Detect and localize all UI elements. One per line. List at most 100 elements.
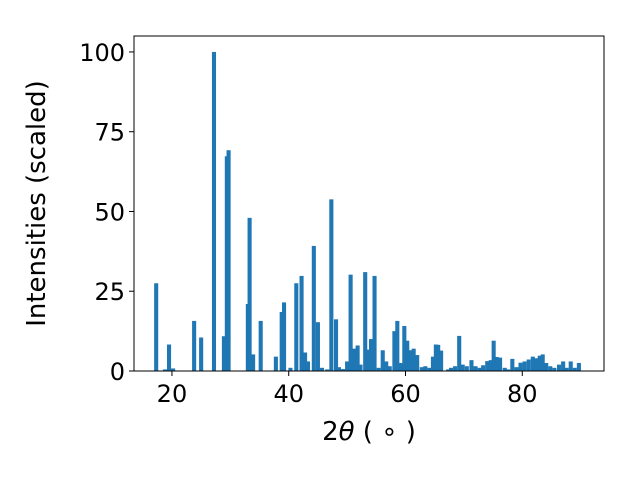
bar	[311, 245, 316, 371]
y-tick-label: 25	[94, 278, 125, 306]
bar	[460, 364, 465, 371]
bar	[294, 283, 299, 371]
bar	[457, 335, 462, 371]
bar	[325, 369, 330, 371]
x-tick-label: 60	[390, 380, 421, 408]
bar	[530, 356, 535, 371]
bar	[408, 350, 413, 371]
y-tick-label: 0	[110, 358, 125, 386]
bar	[491, 340, 496, 371]
bar	[498, 357, 503, 371]
bar	[430, 356, 435, 371]
x-axis-label: 2θ ( ∘ )	[322, 417, 416, 447]
bar	[453, 366, 458, 371]
bar	[251, 354, 256, 371]
bar	[481, 365, 486, 371]
bar	[305, 361, 311, 371]
bar	[247, 217, 252, 371]
bar	[537, 355, 542, 371]
bar	[411, 348, 416, 371]
bar	[506, 369, 511, 371]
bar	[319, 367, 325, 371]
bar	[477, 367, 482, 371]
bar	[464, 366, 469, 371]
bar	[419, 367, 424, 371]
bar	[522, 361, 527, 371]
bar	[494, 356, 499, 371]
bar	[199, 337, 204, 371]
bar	[171, 368, 176, 371]
bar	[557, 364, 562, 371]
bar	[369, 339, 374, 371]
y-axis-ticks: 0 25 50 75 100	[79, 39, 134, 386]
bar	[273, 356, 278, 371]
bar	[366, 349, 371, 371]
bar	[439, 350, 444, 371]
bar	[340, 369, 346, 371]
bar	[376, 367, 381, 371]
bar	[402, 326, 407, 371]
bar	[485, 361, 490, 371]
bar	[336, 367, 341, 371]
bar	[510, 358, 515, 371]
bar	[405, 340, 410, 371]
bar	[352, 348, 357, 371]
y-tick-label: 75	[94, 119, 125, 147]
plot-frame	[133, 35, 605, 372]
bar	[540, 354, 545, 371]
bar	[448, 367, 454, 371]
bar	[552, 367, 557, 371]
y-tick-label: 50	[94, 198, 125, 226]
bar	[561, 361, 566, 371]
bar	[315, 322, 320, 371]
bar	[423, 366, 428, 371]
bar	[380, 350, 385, 371]
bar	[372, 275, 377, 371]
x-tick-label: 40	[273, 380, 304, 408]
bar	[299, 275, 304, 371]
bar	[568, 361, 573, 371]
bar	[154, 283, 159, 371]
bar	[548, 366, 553, 371]
bar	[363, 272, 368, 371]
bar	[502, 367, 507, 371]
bar	[329, 199, 334, 371]
bar	[333, 319, 339, 371]
bar	[433, 344, 438, 371]
bar	[348, 274, 353, 371]
bar	[258, 320, 263, 371]
bar	[436, 344, 441, 371]
bar	[384, 361, 389, 371]
x-axis-ticks: 20 40 60 80	[157, 371, 538, 408]
bar	[288, 367, 293, 371]
bar	[488, 360, 493, 371]
bar	[166, 344, 172, 371]
bar	[226, 150, 231, 371]
x-tick-label: 80	[507, 380, 538, 408]
bar	[415, 355, 420, 371]
bar	[387, 366, 392, 371]
bar	[303, 352, 308, 371]
bar	[345, 361, 350, 371]
bar	[211, 51, 217, 371]
bar	[395, 320, 400, 371]
bar	[473, 366, 478, 371]
bar	[279, 311, 284, 371]
bar	[469, 360, 474, 371]
bar	[392, 331, 397, 371]
bar-series	[154, 51, 581, 371]
bar	[192, 320, 197, 371]
bar	[534, 358, 539, 371]
y-tick-label: 100	[79, 39, 125, 67]
bar	[576, 363, 581, 371]
bar	[518, 362, 523, 371]
bar	[446, 369, 451, 371]
bar	[526, 359, 531, 371]
bar	[221, 336, 226, 371]
bar	[427, 367, 432, 371]
bar	[514, 367, 519, 371]
bar	[564, 367, 569, 371]
bar	[282, 302, 287, 371]
bar	[398, 363, 403, 371]
bar	[572, 367, 577, 371]
